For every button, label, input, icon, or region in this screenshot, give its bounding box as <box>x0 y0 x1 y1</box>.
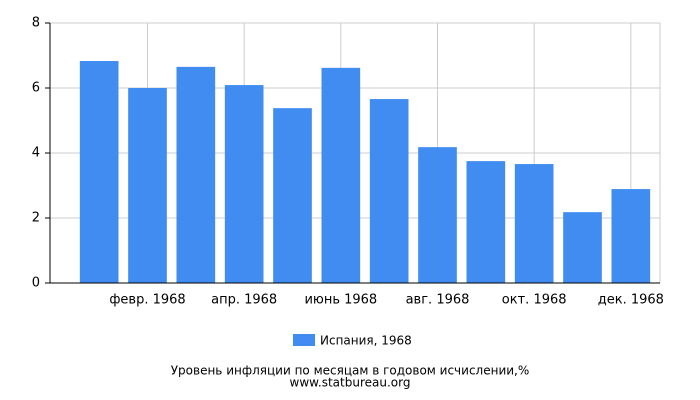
y-tick-label: 6 <box>32 81 40 96</box>
x-tick-label: февр. 1968 <box>109 293 185 308</box>
bar <box>79 61 119 284</box>
y-tick-label: 4 <box>32 146 40 161</box>
bar <box>514 164 554 283</box>
x-tick-label: авг. 1968 <box>406 293 470 308</box>
bar <box>273 108 312 284</box>
legend-swatch <box>293 334 315 346</box>
source: www.statbureau.org <box>290 376 411 390</box>
y-tick-label: 0 <box>32 276 40 291</box>
legend-label: Испания, 1968 <box>320 334 412 348</box>
x-tick-label: июнь 1968 <box>304 293 377 308</box>
x-tick-label: окт. 1968 <box>502 293 567 308</box>
bar <box>321 67 361 283</box>
bar <box>563 212 602 283</box>
bar <box>176 66 216 283</box>
x-tick-label: апр. 1968 <box>211 293 277 308</box>
bar <box>466 161 506 283</box>
y-tick-label: 2 <box>32 211 40 226</box>
bar <box>611 189 651 283</box>
bar <box>128 88 167 283</box>
chart-title: Уровень инфляции по месяцам в годовом ис… <box>171 364 530 378</box>
y-tick-label: 8 <box>32 16 40 31</box>
bar <box>369 99 409 283</box>
bar <box>224 85 264 283</box>
x-tick-label: дек. 1968 <box>598 293 664 308</box>
bar <box>418 147 457 283</box>
